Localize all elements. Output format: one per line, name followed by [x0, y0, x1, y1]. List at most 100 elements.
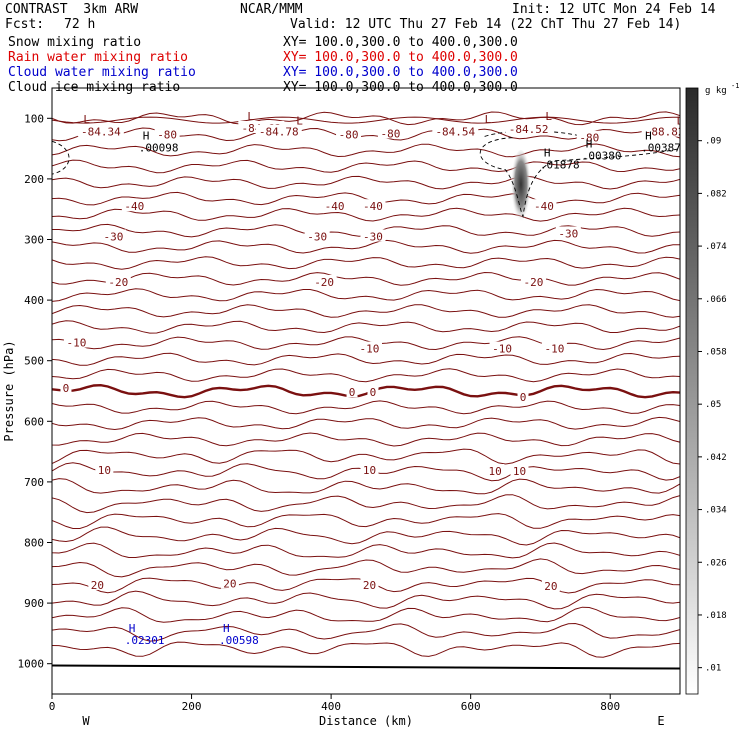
contour-line	[52, 432, 680, 447]
contour-label: -84.52	[509, 123, 549, 136]
contour-label-bg	[220, 576, 239, 589]
contour-label: -20	[314, 276, 334, 289]
contour-label: 0	[370, 386, 377, 399]
valid-time: Valid: 12 UTC Thu 27 Feb 14 (22 ChT Thu …	[290, 17, 682, 32]
contour-label: -84.54	[435, 126, 475, 139]
contour-line	[52, 352, 680, 366]
contour-line	[52, 513, 680, 529]
contour-line	[52, 191, 680, 206]
contour-label-bg	[105, 274, 131, 287]
contour-label: -20	[524, 276, 544, 289]
field-name-rain: Rain water mixing ratio	[8, 50, 189, 65]
contour-label-bg	[367, 385, 379, 398]
contour-line	[52, 320, 680, 334]
contour-line	[52, 383, 680, 399]
colorbar-tick-label: .09	[705, 137, 721, 147]
extremum-value: .00387	[641, 142, 681, 155]
contour-label: 0	[63, 382, 70, 395]
contour-label: -80	[339, 129, 359, 142]
y-tick-label: 100	[24, 112, 44, 125]
contour-label: 10	[98, 464, 111, 477]
colorbar-tick-label: .082	[705, 189, 727, 199]
contour-label: -10	[66, 337, 86, 350]
contour-label: -10	[492, 343, 512, 356]
contour-line	[52, 558, 680, 578]
colorbar-tick-label: .026	[705, 558, 727, 568]
contour-line	[52, 622, 680, 642]
cloud-ice-outline-top	[484, 130, 583, 137]
contour-label-bg	[121, 199, 147, 212]
cloud-ice-outline-west	[52, 140, 70, 175]
contour-label-bg	[311, 274, 337, 287]
extremum-value: .00380	[582, 149, 622, 162]
extremum-marker: H	[544, 146, 551, 159]
cloud-ice-plume	[510, 149, 531, 226]
contour-line	[52, 116, 680, 124]
field-name-cloudwater: Cloud water mixing ratio	[8, 65, 196, 80]
contour-line	[52, 111, 680, 126]
contour-label-bg	[360, 577, 379, 590]
plot-frame	[51, 87, 681, 695]
contour-label: -30	[558, 227, 578, 240]
contour-label: 10	[363, 464, 376, 477]
contour-line	[52, 288, 680, 302]
contour-label: 10	[513, 465, 526, 478]
contour-label-bg	[541, 341, 567, 354]
cloud-ice-outline-east	[479, 137, 680, 219]
contour-line	[52, 606, 680, 623]
contour-label: -10	[360, 343, 380, 356]
contour-label: -80	[579, 132, 599, 145]
contour-line	[52, 207, 680, 222]
contour-line	[52, 478, 680, 495]
contour-label: 20	[544, 580, 557, 593]
field-xy-rain: XY= 100.0,300.0 to 400.0,300.0	[283, 50, 518, 65]
y-axis-label: Pressure (hPa)	[2, 340, 16, 441]
y-tick-label: 500	[24, 355, 44, 368]
contour-label-bg	[520, 274, 546, 287]
y-tick-label: 400	[24, 294, 44, 307]
contour-label: 20	[363, 579, 376, 592]
contour-line	[52, 175, 680, 190]
contour-label-bg	[360, 462, 379, 475]
colorbar-tick-label: .066	[705, 295, 727, 305]
contour-line	[52, 590, 680, 610]
contour-label: -88.82	[645, 126, 685, 139]
contour-label-bg	[505, 122, 552, 135]
contour-label-bg	[304, 229, 330, 242]
colorbar-tick-label: .034	[705, 506, 727, 516]
colorbar-tick-label: .05	[705, 400, 721, 410]
field-name-snow: Snow mixing ratio	[8, 35, 142, 50]
surface-line	[52, 664, 680, 670]
contour-line	[52, 542, 680, 559]
contour-label-bg	[356, 341, 382, 354]
contour-label: -30	[363, 230, 383, 243]
contour-line	[52, 494, 680, 514]
contour-label-bg	[100, 229, 126, 242]
contour-line	[52, 400, 680, 415]
extremum-marker: H	[143, 130, 150, 143]
contour-line	[52, 641, 680, 658]
contour-label: -84.34	[81, 126, 121, 139]
contour-label-bg	[255, 124, 302, 137]
contour-line	[52, 416, 680, 431]
extremum-marker: H	[129, 622, 136, 635]
extremum-marker: L	[677, 114, 684, 127]
extremum-marker: H	[223, 622, 230, 635]
contour-label-bg	[489, 341, 515, 354]
extremum-marker: L	[83, 113, 90, 126]
contour-line	[52, 239, 680, 254]
contour-label-bg	[641, 124, 680, 137]
y-tick-label: 1000	[18, 658, 45, 671]
extremum-marker: L	[296, 114, 303, 127]
contour-label: -84.78	[259, 126, 299, 139]
fcst-value: 72 h	[64, 17, 96, 32]
contour-label-bg	[63, 335, 89, 348]
contour-line	[52, 143, 680, 158]
extremum-value: .01878	[540, 158, 580, 171]
colorbar-unit-exp: -1	[731, 82, 739, 90]
contour-label: -30	[307, 230, 327, 243]
contour-label-bg	[510, 463, 529, 476]
contour-label-bg	[531, 199, 557, 212]
extremum-marker: L	[247, 110, 254, 123]
